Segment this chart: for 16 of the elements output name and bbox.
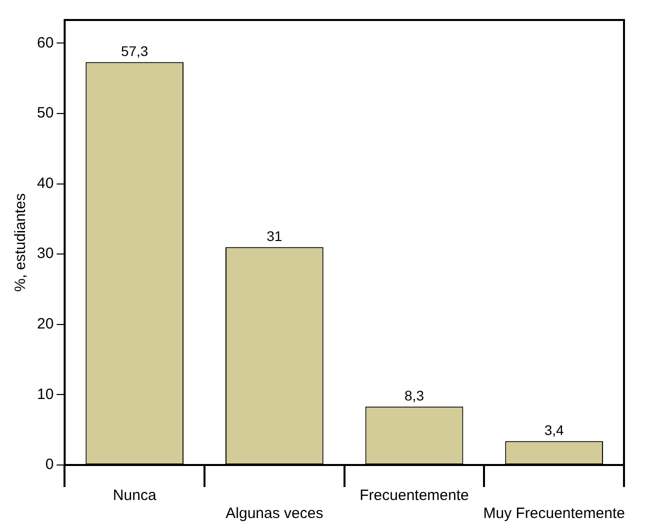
y-tick-label: 0 [45,456,54,474]
y-tick-label: 40 [36,174,54,192]
x-tick-label: Nunca [112,487,157,504]
y-tick-label: 20 [36,316,54,333]
y-axis-title: %, estudiantes [12,193,30,292]
data-label: 57,3 [120,43,148,60]
data-label: 31 [266,228,282,244]
x-tick-label: Algunas veces [226,505,324,522]
x-tick-label: Frecuentemente [360,487,469,504]
y-tick-label: 10 [36,386,54,403]
y-tick-label: 30 [36,245,54,262]
data-label: 3,4 [544,422,564,438]
y-tick-label: 50 [36,104,54,122]
x-tick-label: Muy Frecuentemente [483,505,625,522]
data-label: 8,3 [404,388,424,404]
y-tick-label: 60 [36,34,54,52]
